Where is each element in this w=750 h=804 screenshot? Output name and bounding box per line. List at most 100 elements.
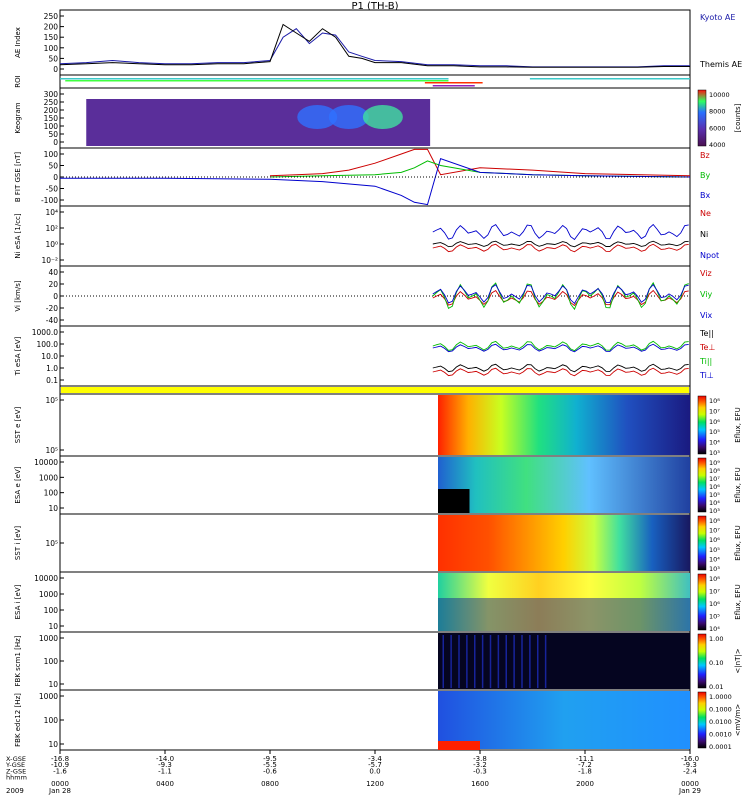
ytick-label: -40 <box>46 316 58 325</box>
ytick-label: -50 <box>46 185 58 194</box>
xaxis-row-label: Y-GSE <box>5 761 25 769</box>
colorbar-tick: 0.0010 <box>709 731 732 739</box>
colorbar-tick: 10⁶ <box>709 418 720 426</box>
colorbar-tick: 10⁴ <box>709 555 720 563</box>
ytick-label: 100 <box>44 606 59 615</box>
ytick-label: 10 <box>48 740 58 749</box>
series-themis-ae <box>59 23 690 68</box>
ytick-label: 100 <box>44 122 59 131</box>
xtick-label: 2000 <box>576 780 594 788</box>
panel-ylabel: FBK scm1 [Hz] <box>14 635 22 686</box>
colorbar-tick: 10⁷ <box>709 527 720 535</box>
colorbar <box>697 515 707 571</box>
ytick-label: 10⁵ <box>45 539 58 548</box>
xaxis-value: -0.6 <box>263 767 277 775</box>
colorbar-tick: 10⁵ <box>709 546 720 554</box>
colorbar-tick: 1.00 <box>709 635 723 643</box>
roi-bar <box>424 82 483 84</box>
colorbar-label: <mV/m> <box>734 704 742 737</box>
legend-ne: Ne <box>700 209 711 218</box>
colorbar-label: Eflux, EFU <box>734 407 742 442</box>
legend-ni: Ni <box>700 230 708 239</box>
xtick-label: 0800 <box>261 780 279 788</box>
panel-ylabel: Keogram <box>14 102 22 133</box>
ytick-label: 10² <box>45 224 58 233</box>
ytick-label: 0.1 <box>46 376 58 385</box>
series-ni <box>432 240 689 248</box>
xaxis-value: -9.5 <box>263 755 277 763</box>
colorbar <box>697 573 707 631</box>
ytick-label: 1.0 <box>46 364 58 373</box>
roi-bar <box>529 78 690 80</box>
legend-te: Te⊥ <box>699 343 715 352</box>
series-ne <box>432 243 689 253</box>
xaxis-value: -2.4 <box>683 767 697 775</box>
legend-ti: Ti⊥ <box>699 371 714 380</box>
xaxis-value: -16.0 <box>681 755 699 763</box>
panel-ylabel: SST e [eV] <box>14 406 22 443</box>
ytick-label: 10 <box>48 680 58 689</box>
panel-frame <box>59 9 691 76</box>
colorbar-tick: 0.01 <box>709 683 723 691</box>
xaxis-year: 2009 <box>6 787 24 795</box>
xtick-label: 0400 <box>156 780 174 788</box>
ytick-label: 150 <box>44 114 59 123</box>
ytick-label: 10⁻² <box>41 256 58 265</box>
ytick-label: 0 <box>53 65 58 74</box>
xaxis-value: -1.8 <box>578 767 592 775</box>
colorbar-tick: 10⁸ <box>709 575 720 583</box>
colorbar-label: <|nT|> <box>734 648 742 673</box>
ytick-label: -100 <box>41 196 58 205</box>
fbk-edc-burst <box>438 741 480 750</box>
plot-title: P1 (TH-B) <box>351 1 398 12</box>
ytick-label: 40 <box>48 268 58 277</box>
legend-te: Te|| <box>699 329 714 338</box>
xaxis-value: -10.9 <box>51 761 69 769</box>
ytick-label: 1000 <box>39 634 58 643</box>
xtick-label: 0000 <box>681 780 699 788</box>
ytick-label: 100 <box>44 150 59 159</box>
ytick-label: 200 <box>44 23 59 32</box>
colorbar-tick: 10⁷ <box>709 588 720 596</box>
roi-bar <box>65 80 449 82</box>
colorbar-label: Eflux, EFU <box>734 584 742 619</box>
xaxis-value: -5.7 <box>368 761 382 769</box>
series-tipar <box>432 340 689 352</box>
spectrogram-fbk-edc <box>438 691 690 749</box>
colorbar-tick: 10⁵ <box>709 428 720 436</box>
panel-ni: Ni eSA [1/cc] 10⁴ 10² 10⁰ 10⁻² Ne Ni Npot <box>14 205 719 267</box>
colorbar-tick: 10⁴ <box>709 439 720 447</box>
xaxis-date-end: Jan 29 <box>678 787 701 795</box>
esa-electron-void <box>438 489 470 513</box>
legend-by: By <box>700 171 710 180</box>
ytick-label: 10 <box>48 504 58 513</box>
colorbar-tick: 0.0001 <box>709 743 732 751</box>
ytick-label: 10.0 <box>41 352 58 361</box>
ytick-label: 1000 <box>39 473 58 482</box>
ytick-label: 10⁰ <box>45 240 58 249</box>
spectrogram-sst-electrons <box>438 395 690 455</box>
panel-ylabel: FBK edc12 [Hz] <box>14 693 22 747</box>
keogram-aurora <box>328 105 369 129</box>
xaxis-row-label: hhmm <box>6 774 27 782</box>
colorbar-tick: 10⁶ <box>709 536 720 544</box>
xaxis-value: -0.3 <box>473 767 487 775</box>
colorbar-tick: 8000 <box>709 108 726 116</box>
ytick-label: 100 <box>44 489 59 498</box>
panel-frame <box>59 205 691 267</box>
ytick-label: 100 <box>44 44 59 53</box>
ytick-label: 100.0 <box>37 340 59 349</box>
keogram-aurora <box>297 105 338 129</box>
panel-ti: Ti eSA [eV] 1000.0 100.0 10.0 1.0 0.1 Te|| Te⊥ T… <box>14 325 715 387</box>
ytick-label: 250 <box>44 12 59 21</box>
xaxis-value: -11.1 <box>576 755 594 763</box>
colorbar <box>697 395 707 455</box>
ytick-label: 100 <box>44 657 59 666</box>
ytick-label: 200 <box>44 106 59 115</box>
ytick-label: 100 <box>44 716 59 725</box>
colorbar-tick: 10⁷ <box>709 407 720 415</box>
spectrogram-esa-electrons <box>438 457 690 513</box>
colorbar-label: Eflux, EFU <box>734 467 742 502</box>
xaxis-row-label: X-GSE <box>6 755 26 763</box>
